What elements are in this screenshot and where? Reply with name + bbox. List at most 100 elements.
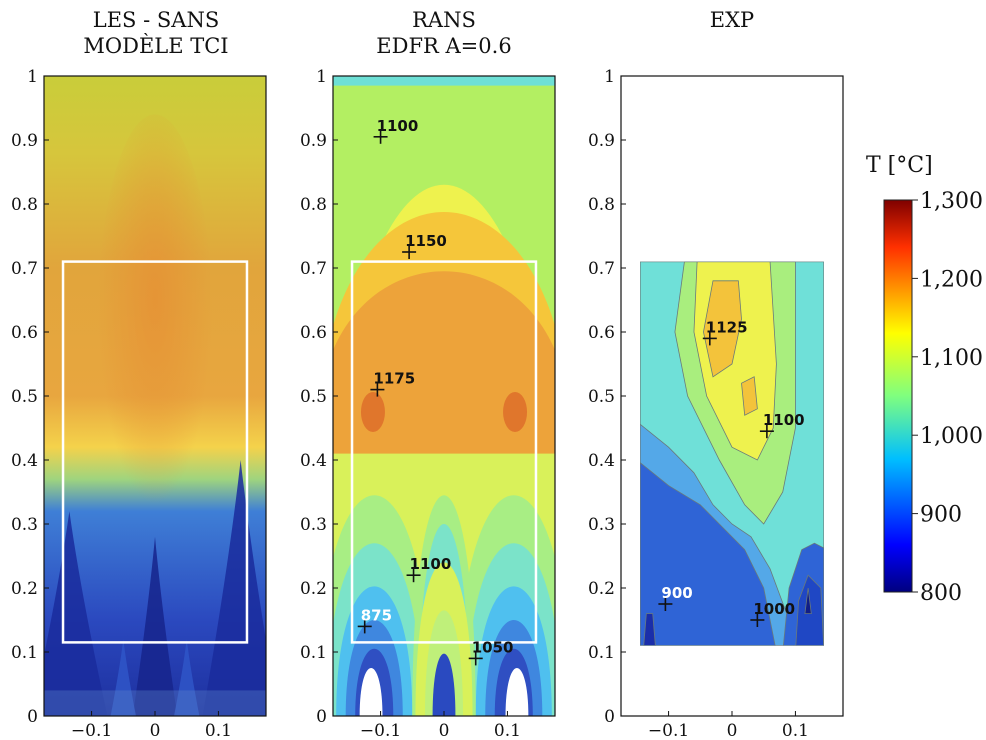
y-tick-label: 0 xyxy=(27,707,38,727)
annotation-label: 875 xyxy=(361,606,392,624)
y-tick-label: 0.6 xyxy=(588,323,615,343)
panel-2-rans-plot: 0 0.1 0.2 0.3 0.4 0.5 0.6 0.7 0.8 0.9 1 −0.1 0 0.1 110… xyxy=(300,67,556,740)
y-tick-label: 1 xyxy=(27,67,38,87)
exp-band-1125 xyxy=(703,280,742,378)
les-cold-jet xyxy=(44,511,108,716)
panel-3-title-line-1: EXP xyxy=(710,8,754,32)
x-tick-label: 0.1 xyxy=(782,721,809,740)
panel-3-exp-plot: 0 0.1 0.2 0.3 0.4 0.5 0.6 0.7 0.8 0.9 1 −0.1 0 0.1 112… xyxy=(588,67,844,740)
y-tick-label: 0.2 xyxy=(300,579,327,599)
y-tick-label: 0.2 xyxy=(11,579,38,599)
exp-band-1125-small xyxy=(741,376,758,416)
contour-annotation: 1050 xyxy=(468,638,514,666)
y-tick-label: 0.8 xyxy=(588,195,615,215)
panel-1-title-line-2: MODÈLE TCI xyxy=(83,34,228,58)
y-tick-label: 0.5 xyxy=(588,387,615,407)
rans-top-edge xyxy=(333,76,555,86)
contour-annotation: 900 xyxy=(658,584,693,611)
annotation-label: 1100 xyxy=(377,117,419,135)
y-tick-label: 0.7 xyxy=(300,259,327,279)
rans-hotspot-right xyxy=(503,392,528,432)
les-cold-jet xyxy=(132,536,178,716)
panel-2-window-box xyxy=(350,260,538,644)
x-tick-label: 0 xyxy=(150,721,161,740)
colorbar-tick-label: 1,000 xyxy=(920,424,983,449)
y-tick-label: 0.3 xyxy=(588,515,615,535)
les-cold-jet xyxy=(174,639,200,716)
annotation-label: 1175 xyxy=(373,370,415,388)
annotation-label: 1125 xyxy=(706,318,748,336)
panel-1-window-box xyxy=(61,260,249,644)
colorbar-tick-label: 1,200 xyxy=(920,267,983,292)
contour-annotation: 1125 xyxy=(702,318,748,346)
y-tick-label: 0.1 xyxy=(300,643,327,663)
annotation-label: 1100 xyxy=(763,411,805,429)
y-tick-label: 1 xyxy=(316,67,327,87)
annotation-label: 1000 xyxy=(753,600,795,618)
y-tick-label: 1 xyxy=(604,67,615,87)
y-tick-label: 0.7 xyxy=(11,259,38,279)
x-tick-label: −0.1 xyxy=(648,721,689,740)
panel-1-title: LES - SANS MODÈLE TCI xyxy=(83,8,228,58)
y-tick-label: 0.8 xyxy=(11,195,38,215)
y-tick-label: 0 xyxy=(604,707,615,727)
y-tick-label: 0.1 xyxy=(588,643,615,663)
panel-1-title-line-1: LES - SANS xyxy=(93,8,219,32)
contour-annotation: 1100 xyxy=(759,411,805,439)
x-tick-label: 0 xyxy=(439,721,450,740)
rans-cold-jet xyxy=(505,668,529,716)
les-cold-jet xyxy=(202,460,266,716)
y-tick-label: 0.4 xyxy=(300,451,327,471)
y-tick-label: 0.9 xyxy=(300,131,327,151)
colorbar-tick-label: 900 xyxy=(920,503,962,528)
y-tick-label: 0.9 xyxy=(11,131,38,151)
y-tick-label: 0.5 xyxy=(11,387,38,407)
x-tick-label: 0.1 xyxy=(205,721,232,740)
y-tick-label: 0.5 xyxy=(300,387,327,407)
y-tick-label: 0.2 xyxy=(588,579,615,599)
colorbar: T [°C] 1,300 1,200 1,100 1,000 900 800 xyxy=(866,153,983,606)
y-tick-label: 0.6 xyxy=(300,323,327,343)
y-tick-label: 0.1 xyxy=(11,643,38,663)
colorbar-gradient xyxy=(883,199,913,593)
panel-2-title-line-2: EDFR A=0.6 xyxy=(376,34,511,58)
contour-annotation: 1000 xyxy=(750,600,795,627)
x-tick-label: −0.1 xyxy=(360,721,401,740)
rans-cold-jet xyxy=(359,668,383,716)
y-tick-label: 0.4 xyxy=(588,451,615,471)
x-tick-label: 0 xyxy=(727,721,738,740)
les-hot-core xyxy=(97,114,213,524)
contour-annotation: 1100 xyxy=(406,555,451,583)
panel-3-temperature-field xyxy=(640,261,824,646)
panel-2-temperature-field xyxy=(333,76,555,716)
colorbar-tick-label: 800 xyxy=(920,581,962,606)
x-tick-label: 0.1 xyxy=(494,721,521,740)
contour-annotation: 1175 xyxy=(370,370,415,397)
y-tick-label: 0.3 xyxy=(11,515,38,535)
y-tick-label: 0 xyxy=(316,707,327,727)
exp-band-850 xyxy=(643,613,656,646)
panel-2-title: RANS EDFR A=0.6 xyxy=(376,8,511,58)
panel-1-temperature-field xyxy=(44,76,266,716)
les-cold-jet xyxy=(110,639,136,716)
rans-band-1175 xyxy=(333,271,555,435)
panel-1-les-plot: 0 0.1 0.2 0.3 0.4 0.5 0.6 0.7 0.8 0.9 1 −0.1 0 0.1 xyxy=(11,67,267,740)
exp-band-850-right xyxy=(804,587,812,614)
colorbar-tick-label: 1,100 xyxy=(920,346,983,371)
annotation-label: 1050 xyxy=(472,638,514,656)
panel-2-title-line-1: RANS xyxy=(412,8,476,32)
y-tick-label: 0.4 xyxy=(11,451,38,471)
contour-annotation: 875 xyxy=(357,606,392,634)
y-tick-label: 0.6 xyxy=(11,323,38,343)
colorbar-label: T [°C] xyxy=(866,153,933,178)
contour-annotation: 1100 xyxy=(373,117,419,144)
rans-center-jet xyxy=(432,653,456,716)
annotation-label: 900 xyxy=(661,584,692,602)
annotation-label: 1150 xyxy=(405,232,447,250)
exp-band-900 xyxy=(640,462,776,646)
y-tick-label: 0.3 xyxy=(300,515,327,535)
y-tick-label: 0.8 xyxy=(300,195,327,215)
panel-3-title: EXP xyxy=(710,8,754,32)
rans-hotspot-left xyxy=(360,392,385,432)
